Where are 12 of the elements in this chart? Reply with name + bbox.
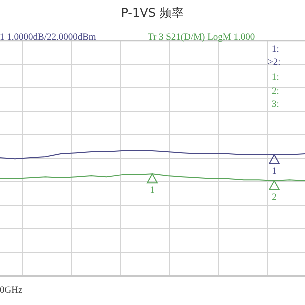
text: 1 [150, 186, 156, 196]
text: 1: [272, 73, 280, 83]
chart-title: P-1VS 频率 [121, 6, 184, 20]
text: 2: [272, 87, 280, 97]
text: 3: [272, 100, 280, 110]
text: Tr 3 S21(D/M) LogM 1.000 [148, 33, 256, 43]
text: 0GHz [0, 286, 23, 296]
text: 2 [272, 193, 278, 204]
text: 1 1.0000dB/22.0000dBm [0, 33, 97, 43]
text: 1: [272, 45, 280, 55]
text: >2: [268, 58, 281, 68]
annotation: 1 [272, 166, 278, 177]
